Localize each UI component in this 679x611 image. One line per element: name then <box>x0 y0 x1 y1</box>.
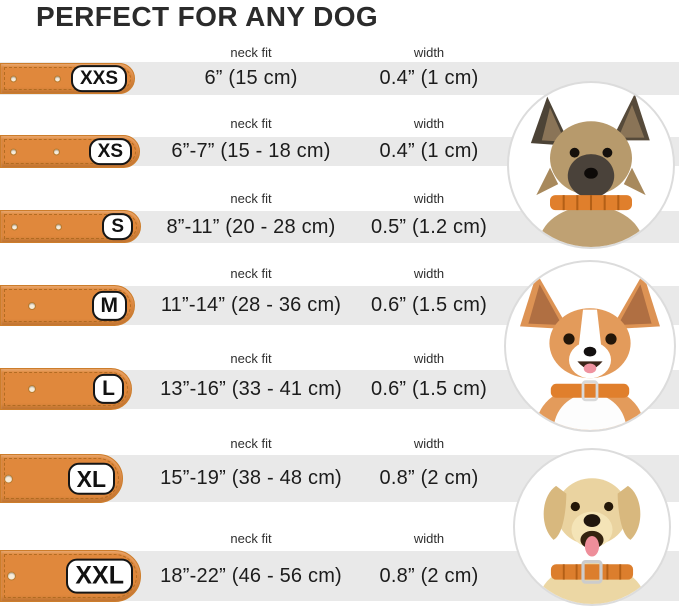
size-badge: XXL <box>66 558 133 594</box>
neck-fit-column-label: neck fit <box>230 116 272 131</box>
dog-photo-corgi <box>504 260 676 432</box>
strap-hole <box>11 223 18 230</box>
collar-strap-graphic: XXS <box>0 63 135 94</box>
neck-fit-value: 8”-11” (20 - 28 cm) <box>166 215 336 238</box>
neck-fit-value: 6”-7” (15 - 18 cm) <box>171 140 331 162</box>
size-badge-label: XXL <box>75 561 124 590</box>
strap-hole <box>4 474 13 483</box>
width-column-label: width <box>413 266 445 281</box>
collar-strap-graphic: L <box>0 368 132 410</box>
labrador-illustration <box>538 478 646 604</box>
width-value: 0.4” (1 cm) <box>379 140 479 162</box>
size-badge: XXS <box>70 64 127 93</box>
strap-stitching <box>4 554 137 598</box>
collar-strap-graphic: XXL <box>0 550 141 602</box>
neck-fit-column-label: neck fit <box>230 351 272 366</box>
strap-hole <box>10 75 17 82</box>
strap-stitching <box>4 289 131 322</box>
strap-hole <box>54 75 61 82</box>
strap-hole <box>28 385 36 393</box>
neck-fit-column-label: neck fit <box>230 436 272 451</box>
size-badge-label: XL <box>76 465 106 492</box>
collar-strap-graphic: XS <box>0 135 140 168</box>
strap-hole <box>28 301 36 310</box>
width-value: 0.6” (1.5 cm) <box>371 378 487 400</box>
neck-fit-value: 15”-19” (38 - 48 cm) <box>160 467 342 489</box>
dog-photo-terrier <box>507 81 675 249</box>
neck-fit-value: 11”-14” (28 - 36 cm) <box>160 294 342 316</box>
width-value: 0.4” (1 cm) <box>379 67 479 89</box>
size-badge-label: XS <box>97 140 123 162</box>
strap-hole <box>7 571 16 581</box>
strap-stitching <box>4 67 131 90</box>
width-column-label: width <box>413 351 445 366</box>
width-column-label: width <box>413 436 445 451</box>
size-badge: M <box>91 290 127 321</box>
neck-fit-column-label: neck fit <box>230 531 272 546</box>
neck-fit-column-label: neck fit <box>230 45 272 60</box>
collar-strap-graphic: M <box>0 285 135 326</box>
neck-fit-column-label: neck fit <box>230 266 272 281</box>
neck-fit-value: 13”-16” (33 - 41 cm) <box>160 378 342 400</box>
strap-stitching <box>4 214 137 239</box>
collar-strap-graphic: S <box>0 210 141 243</box>
strap-hole <box>55 223 62 230</box>
width-value: 0.6” (1.5 cm) <box>371 294 487 316</box>
width-column-label: width <box>413 45 445 60</box>
width-value: 0.8” (2 cm) <box>379 467 479 489</box>
corgi-illustration <box>520 273 660 430</box>
strap-stitching <box>4 139 136 164</box>
strap-hole <box>10 148 17 155</box>
collar-strap-graphic: XL <box>0 454 123 503</box>
width-value: 0.8” (2 cm) <box>379 564 479 587</box>
size-badge-label: M <box>100 293 119 317</box>
terrier-illustration <box>530 93 650 247</box>
dog-photo-labrador <box>513 448 671 606</box>
neck-fit-value: 6” (15 cm) <box>204 67 298 89</box>
width-column-label: width <box>413 531 445 546</box>
width-value: 0.5” (1.2 cm) <box>371 215 487 238</box>
strap-hole <box>53 148 60 155</box>
width-column-label: width <box>413 191 445 206</box>
neck-fit-value: 18”-22” (46 - 56 cm) <box>160 564 342 587</box>
page-title: PERFECT FOR ANY DOG <box>36 1 379 32</box>
size-badge-label: XXS <box>79 67 118 89</box>
size-badge: XS <box>88 137 132 166</box>
size-badge: S <box>102 212 133 241</box>
strap-stitching <box>4 372 128 406</box>
neck-fit-column-label: neck fit <box>230 191 272 206</box>
size-badge-label: S <box>111 215 124 237</box>
size-badge-label: L <box>102 376 115 400</box>
size-badge: XL <box>67 462 115 495</box>
width-column-label: width <box>413 116 445 131</box>
size-badge: L <box>93 373 124 405</box>
